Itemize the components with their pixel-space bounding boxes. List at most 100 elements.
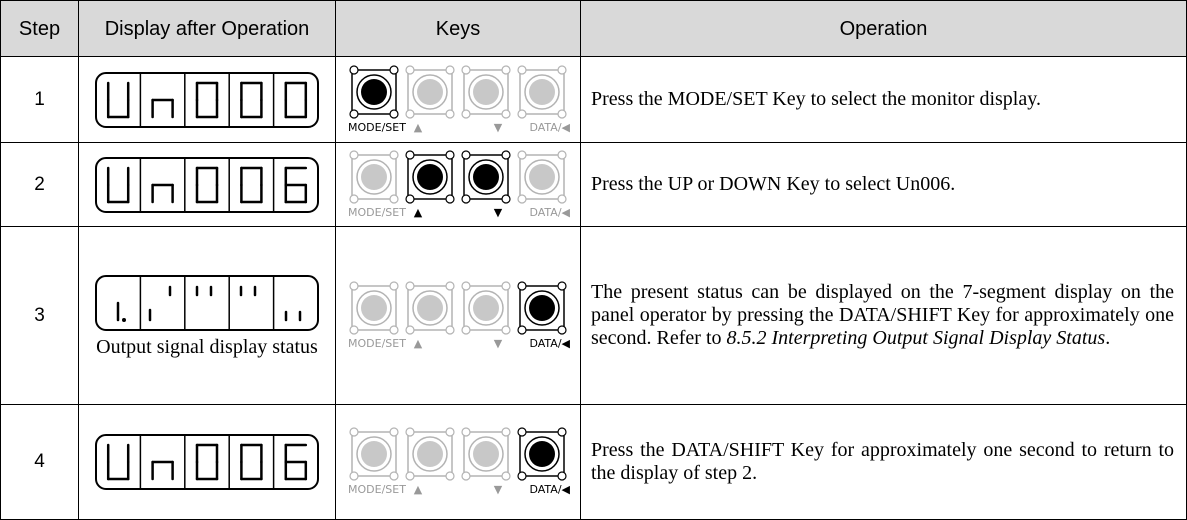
key-pin: [517, 280, 527, 291]
key-pin: [405, 280, 415, 291]
key-label: ▼: [494, 337, 503, 350]
key-pin: [461, 471, 471, 481]
seven-segment-display: [95, 156, 319, 213]
key-cap: [361, 441, 387, 467]
key-pin: [461, 64, 471, 75]
key-cap: [473, 441, 499, 467]
key-pin: [389, 149, 399, 160]
table-row: 3 Output signal display status MODE/SET ▲ ▼ D…: [0, 226, 1187, 405]
seven-segment-display: [95, 434, 319, 490]
key-pin: [349, 280, 359, 291]
operation-text: Press the DATA/SHIFT Key for approximate…: [591, 439, 1174, 484]
key-label: ▲: [414, 121, 423, 134]
key-pin: [517, 108, 527, 119]
key-label: ▼: [494, 121, 503, 134]
key-pin: [517, 64, 527, 75]
key-pin: [405, 427, 415, 437]
key-pin: [557, 427, 567, 437]
keypad: MODE/SET ▲ ▼ DATA/◀: [348, 280, 571, 350]
key-pin: [557, 108, 567, 119]
key-label: DATA/◀: [529, 206, 570, 219]
step-cell: 3: [0, 226, 79, 405]
operation-cell: The present status can be displayed on t…: [580, 226, 1187, 405]
keys-cell: MODE/SET ▲ ▼ DATA/◀: [335, 404, 581, 520]
display-frame: [95, 274, 319, 331]
key-pin: [461, 324, 471, 335]
table-body: 1 MODE/SET ▲ ▼ DATA/◀ Press the MODE/SET Key …: [0, 56, 1187, 520]
key-pin: [389, 471, 399, 481]
key-label: DATA/◀: [529, 337, 570, 350]
operation-text: .: [1105, 327, 1111, 349]
key-pin: [501, 324, 511, 335]
key-label: ▲: [414, 483, 423, 496]
key-cap: [529, 78, 555, 105]
key-pin: [405, 64, 415, 75]
key-pin: [445, 108, 455, 119]
key-pin: [389, 324, 399, 335]
key-cap: [417, 294, 443, 321]
key-pin: [501, 280, 511, 291]
key-pin: [501, 471, 511, 481]
key-pin: [389, 427, 399, 437]
seven-segment-display: [95, 274, 319, 331]
key-pin: [445, 324, 455, 335]
keys-cell: MODE/SET ▲ ▼ DATA/◀: [335, 226, 581, 405]
key-pin: [405, 324, 415, 335]
key-label: ▲: [414, 206, 423, 219]
key-pin: [557, 149, 567, 160]
key-pin: [445, 280, 455, 291]
operation-cell: Press the UP or DOWN Key to select Un006…: [580, 142, 1187, 227]
key-label: MODE/SET: [348, 483, 406, 496]
display-caption: Output signal display status: [96, 335, 318, 358]
table-row: 1 MODE/SET ▲ ▼ DATA/◀ Press the MODE/SET Key …: [0, 56, 1187, 143]
keypad: MODE/SET ▲ ▼ DATA/◀: [348, 149, 571, 219]
key-pin: [445, 471, 455, 481]
key-pin: [405, 471, 415, 481]
key-label: DATA/◀: [529, 121, 570, 134]
key-pin: [445, 64, 455, 75]
display-frame: [95, 434, 319, 490]
key-cap: [473, 163, 499, 190]
key-cap: [529, 294, 555, 321]
keys-cell: MODE/SET ▲ ▼ DATA/◀: [335, 142, 581, 227]
decimal-point: [122, 317, 126, 322]
key-cap: [473, 78, 499, 105]
key-cap: [361, 294, 387, 321]
header-cell: Keys: [335, 0, 581, 57]
key-pin: [405, 149, 415, 160]
table-row: 4 MODE/SET ▲ ▼ DATA/◀ Press the DATA/SHIFT Ke…: [0, 404, 1187, 520]
key-pin: [501, 427, 511, 437]
step-cell: 2: [0, 142, 79, 227]
key-label: MODE/SET: [348, 121, 406, 134]
key-cap: [529, 163, 555, 190]
key-pin: [517, 471, 527, 481]
operation-cell: Press the MODE/SET Key to select the mon…: [580, 56, 1187, 143]
key-label: ▼: [494, 483, 503, 496]
key-pin: [445, 149, 455, 160]
display-cell: [78, 56, 336, 143]
display-cell: Output signal display status: [78, 226, 336, 405]
key-pin: [461, 427, 471, 437]
key-pin: [557, 324, 567, 335]
keys-cell: MODE/SET ▲ ▼ DATA/◀: [335, 56, 581, 143]
operation-text: The present status can be displayed on t…: [591, 281, 1174, 349]
key-pin: [557, 280, 567, 291]
key-cap: [417, 441, 443, 467]
operation-text: Press the MODE/SET Key to select the mon…: [591, 88, 1041, 110]
key-pin: [445, 427, 455, 437]
key-pin: [557, 471, 567, 481]
step-cell: 1: [0, 56, 79, 143]
key-pin: [557, 64, 567, 75]
key-label: MODE/SET: [348, 337, 406, 350]
key-pin: [517, 149, 527, 160]
key-pin: [389, 280, 399, 291]
key-pin: [349, 64, 359, 75]
seven-segment-display: [95, 71, 319, 128]
operation-cell: Press the DATA/SHIFT Key for approximate…: [580, 404, 1187, 520]
key-pin: [389, 64, 399, 75]
key-pin: [349, 324, 359, 335]
key-pin: [405, 193, 415, 204]
key-pin: [557, 193, 567, 204]
key-pin: [461, 193, 471, 204]
